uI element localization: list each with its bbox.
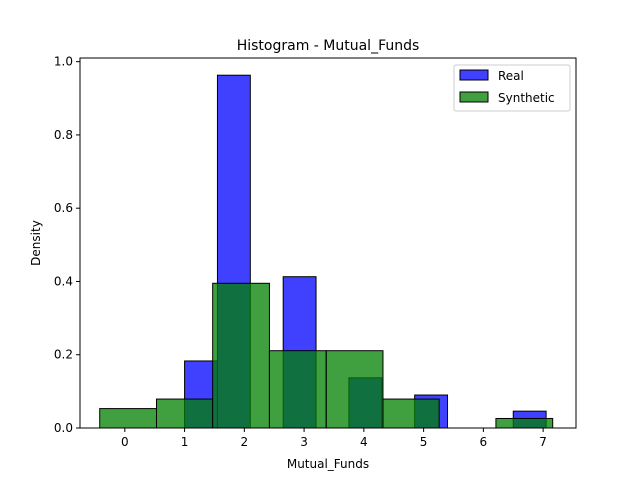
bar-synthetic-4: [325, 350, 384, 429]
bar-synthetic-0: [99, 408, 157, 429]
plot-area-frame: [79, 57, 577, 429]
x-tick-label-2: 2: [241, 435, 249, 449]
y-axis-ticks: 0.0 0.2 0.4 0.6 0.8 1.0: [54, 55, 80, 435]
bar-synthetic-5: [382, 398, 440, 429]
y-tick-label-0: 0.0: [54, 421, 73, 435]
y-tick-label-3: 0.6: [54, 201, 73, 215]
x-tick-label-5: 5: [420, 435, 428, 449]
x-tick-label-3: 3: [300, 435, 308, 449]
x-tick-label-4: 4: [360, 435, 368, 449]
legend-label-real: Real: [498, 69, 524, 83]
series-synthetic-bars: [99, 282, 554, 429]
bar-synthetic-2: [212, 282, 270, 429]
x-axis-label: Mutual_Funds: [287, 457, 369, 471]
legend-swatch-real: [459, 69, 489, 81]
legend: Real Synthetic: [453, 64, 571, 112]
legend-label-synthetic: Synthetic: [498, 91, 555, 105]
bar-synthetic-7: [495, 417, 554, 429]
x-axis-ticks: 0 1 2 3 4 5 6 7: [121, 428, 547, 449]
y-tick-label-1: 0.2: [54, 348, 73, 362]
chart-title: Histogram - Mutual_Funds: [237, 38, 420, 54]
y-tick-label-4: 0.8: [54, 128, 73, 142]
bar-synthetic-3: [268, 350, 327, 429]
y-tick-label-2: 0.4: [54, 274, 73, 288]
x-tick-label-6: 6: [480, 435, 488, 449]
y-tick-label-5: 1.0: [54, 55, 73, 69]
legend-swatch-synthetic: [459, 91, 489, 103]
x-tick-label-1: 1: [181, 435, 189, 449]
x-tick-label-7: 7: [539, 435, 547, 449]
bar-synthetic-1: [155, 398, 214, 429]
x-tick-label-0: 0: [121, 435, 129, 449]
y-axis-label: Density: [29, 220, 43, 266]
